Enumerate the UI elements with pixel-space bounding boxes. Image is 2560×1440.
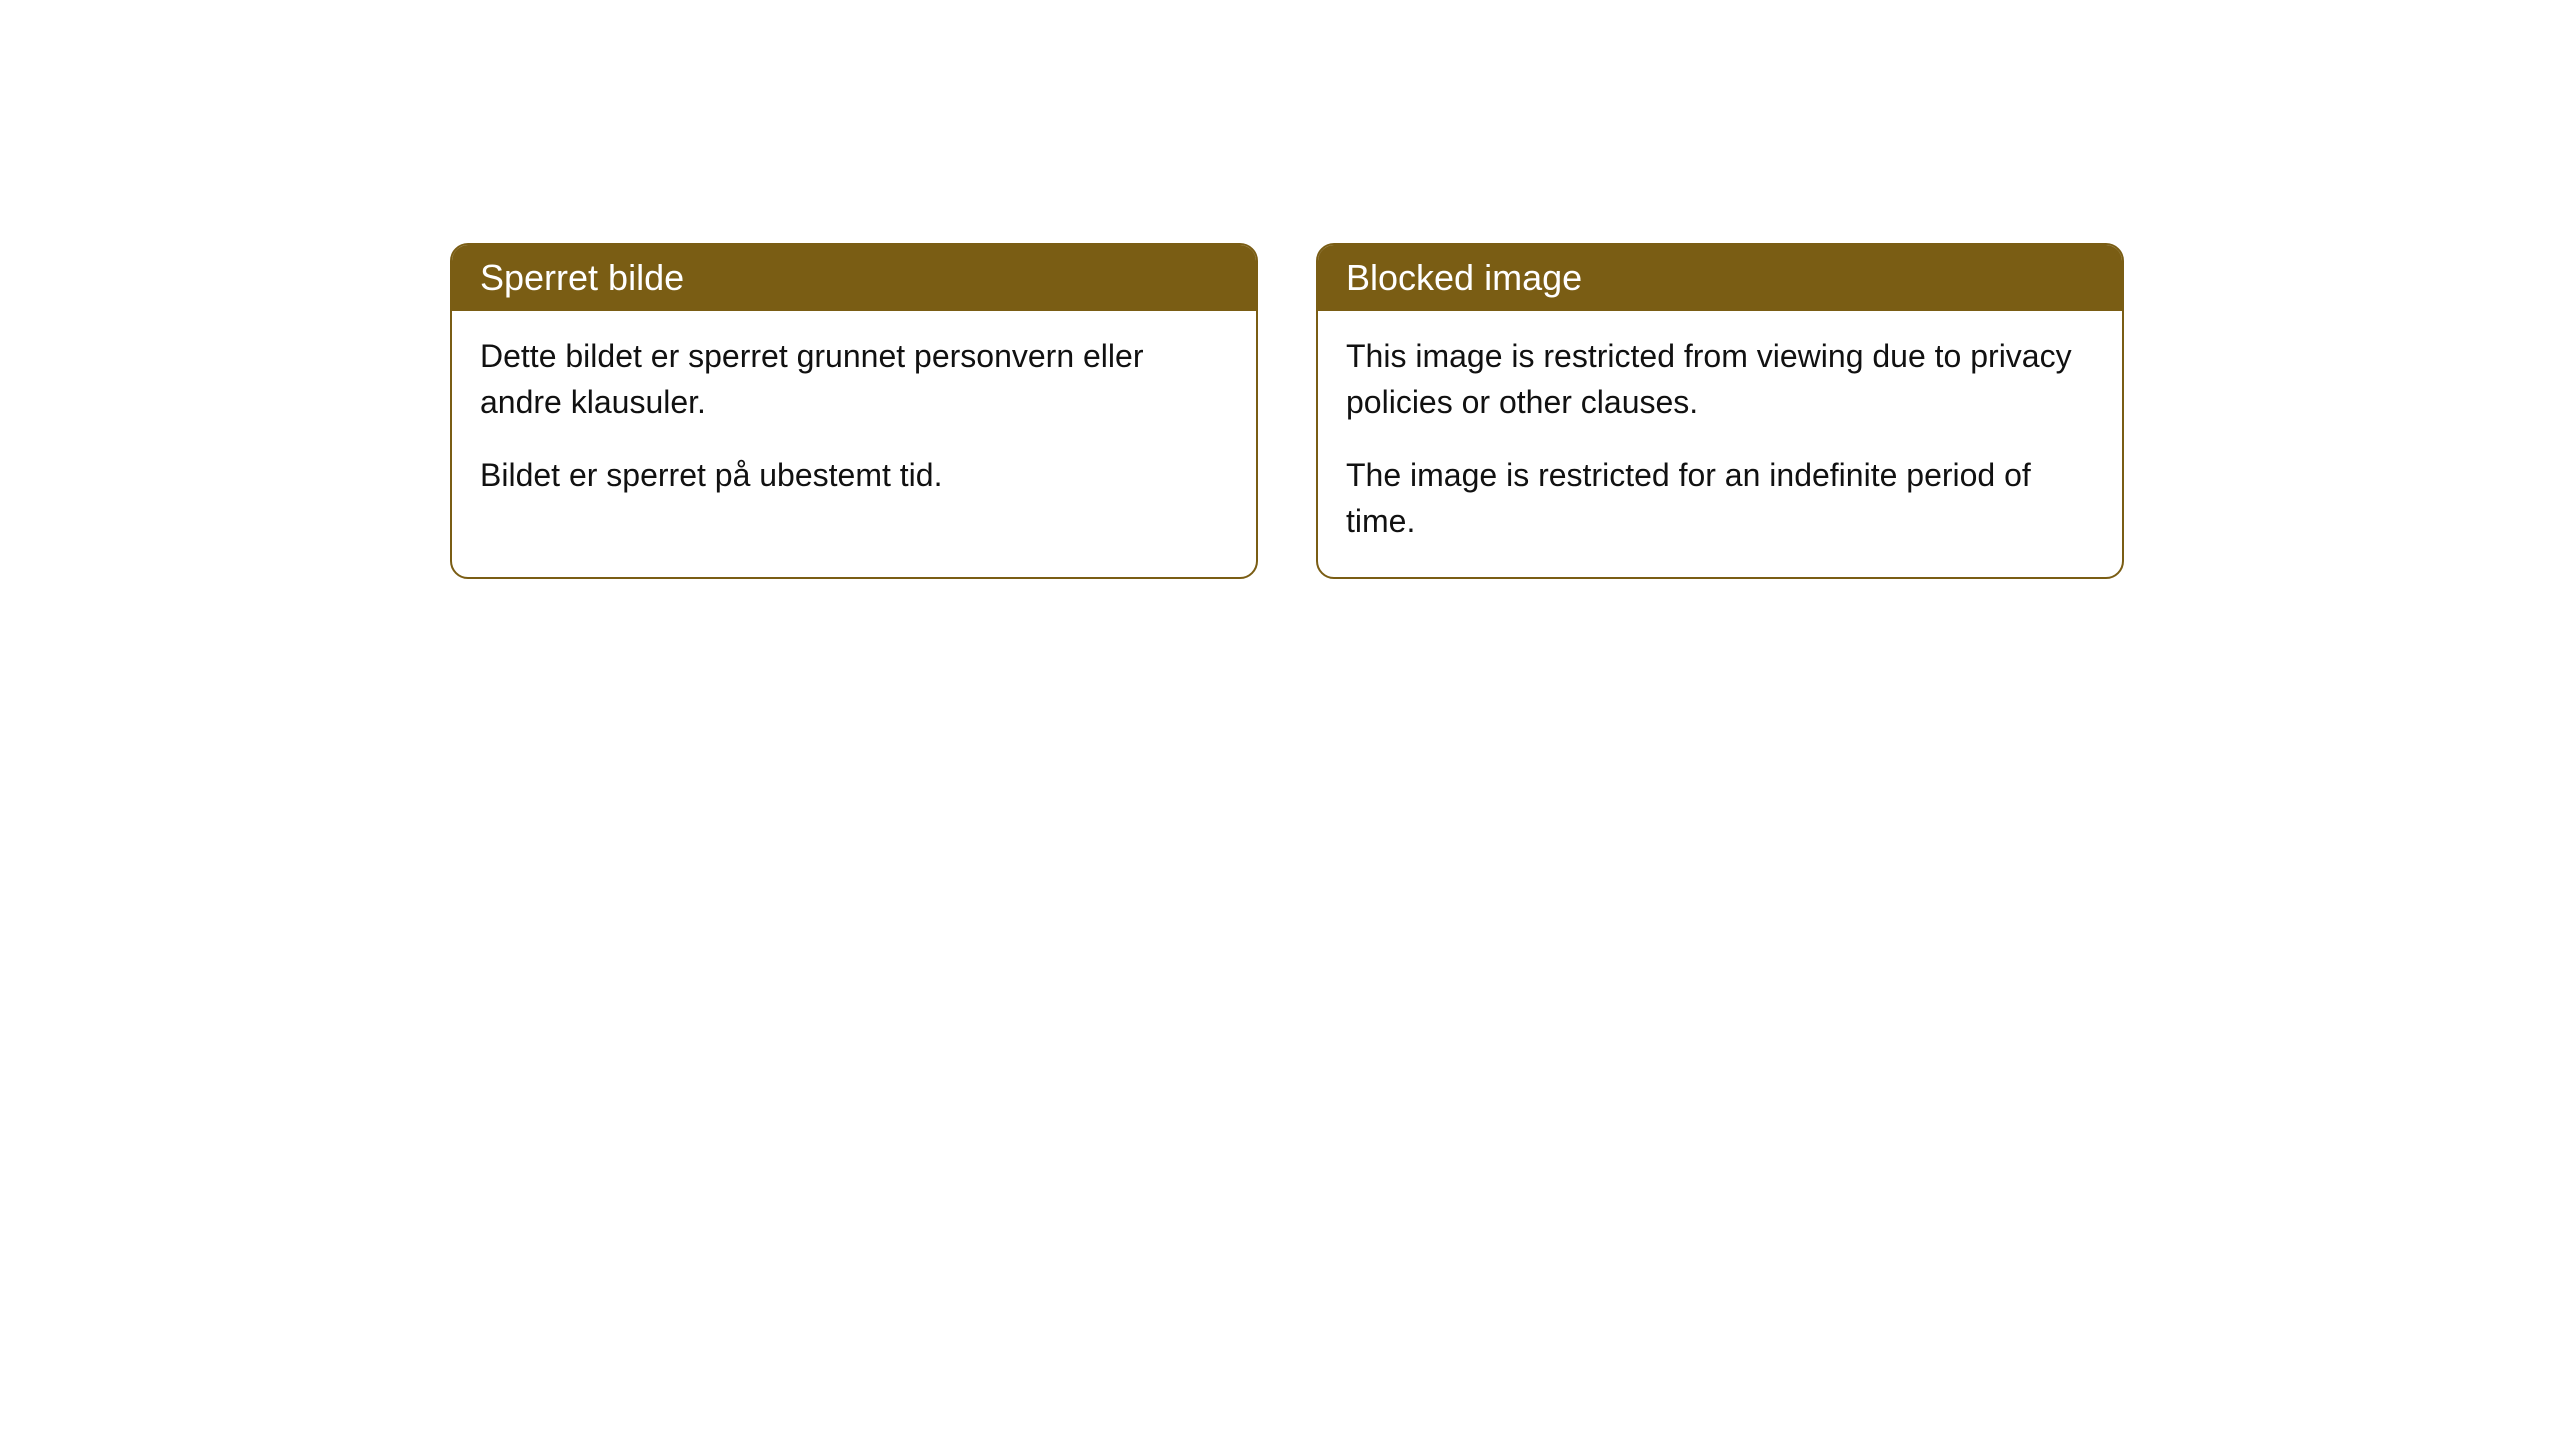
notice-header: Blocked image [1318, 245, 2122, 311]
notice-card-norwegian: Sperret bilde Dette bildet er sperret gr… [450, 243, 1258, 579]
notice-paragraph: Bildet er sperret på ubestemt tid. [480, 452, 1228, 498]
notice-header: Sperret bilde [452, 245, 1256, 311]
notice-cards-container: Sperret bilde Dette bildet er sperret gr… [450, 243, 2124, 579]
notice-title: Blocked image [1346, 257, 1582, 298]
notice-card-english: Blocked image This image is restricted f… [1316, 243, 2124, 579]
notice-body: This image is restricted from viewing du… [1318, 311, 2122, 577]
notice-paragraph: This image is restricted from viewing du… [1346, 333, 2094, 426]
notice-paragraph: Dette bildet er sperret grunnet personve… [480, 333, 1228, 426]
notice-body: Dette bildet er sperret grunnet personve… [452, 311, 1256, 530]
notice-title: Sperret bilde [480, 257, 684, 298]
notice-paragraph: The image is restricted for an indefinit… [1346, 452, 2094, 545]
